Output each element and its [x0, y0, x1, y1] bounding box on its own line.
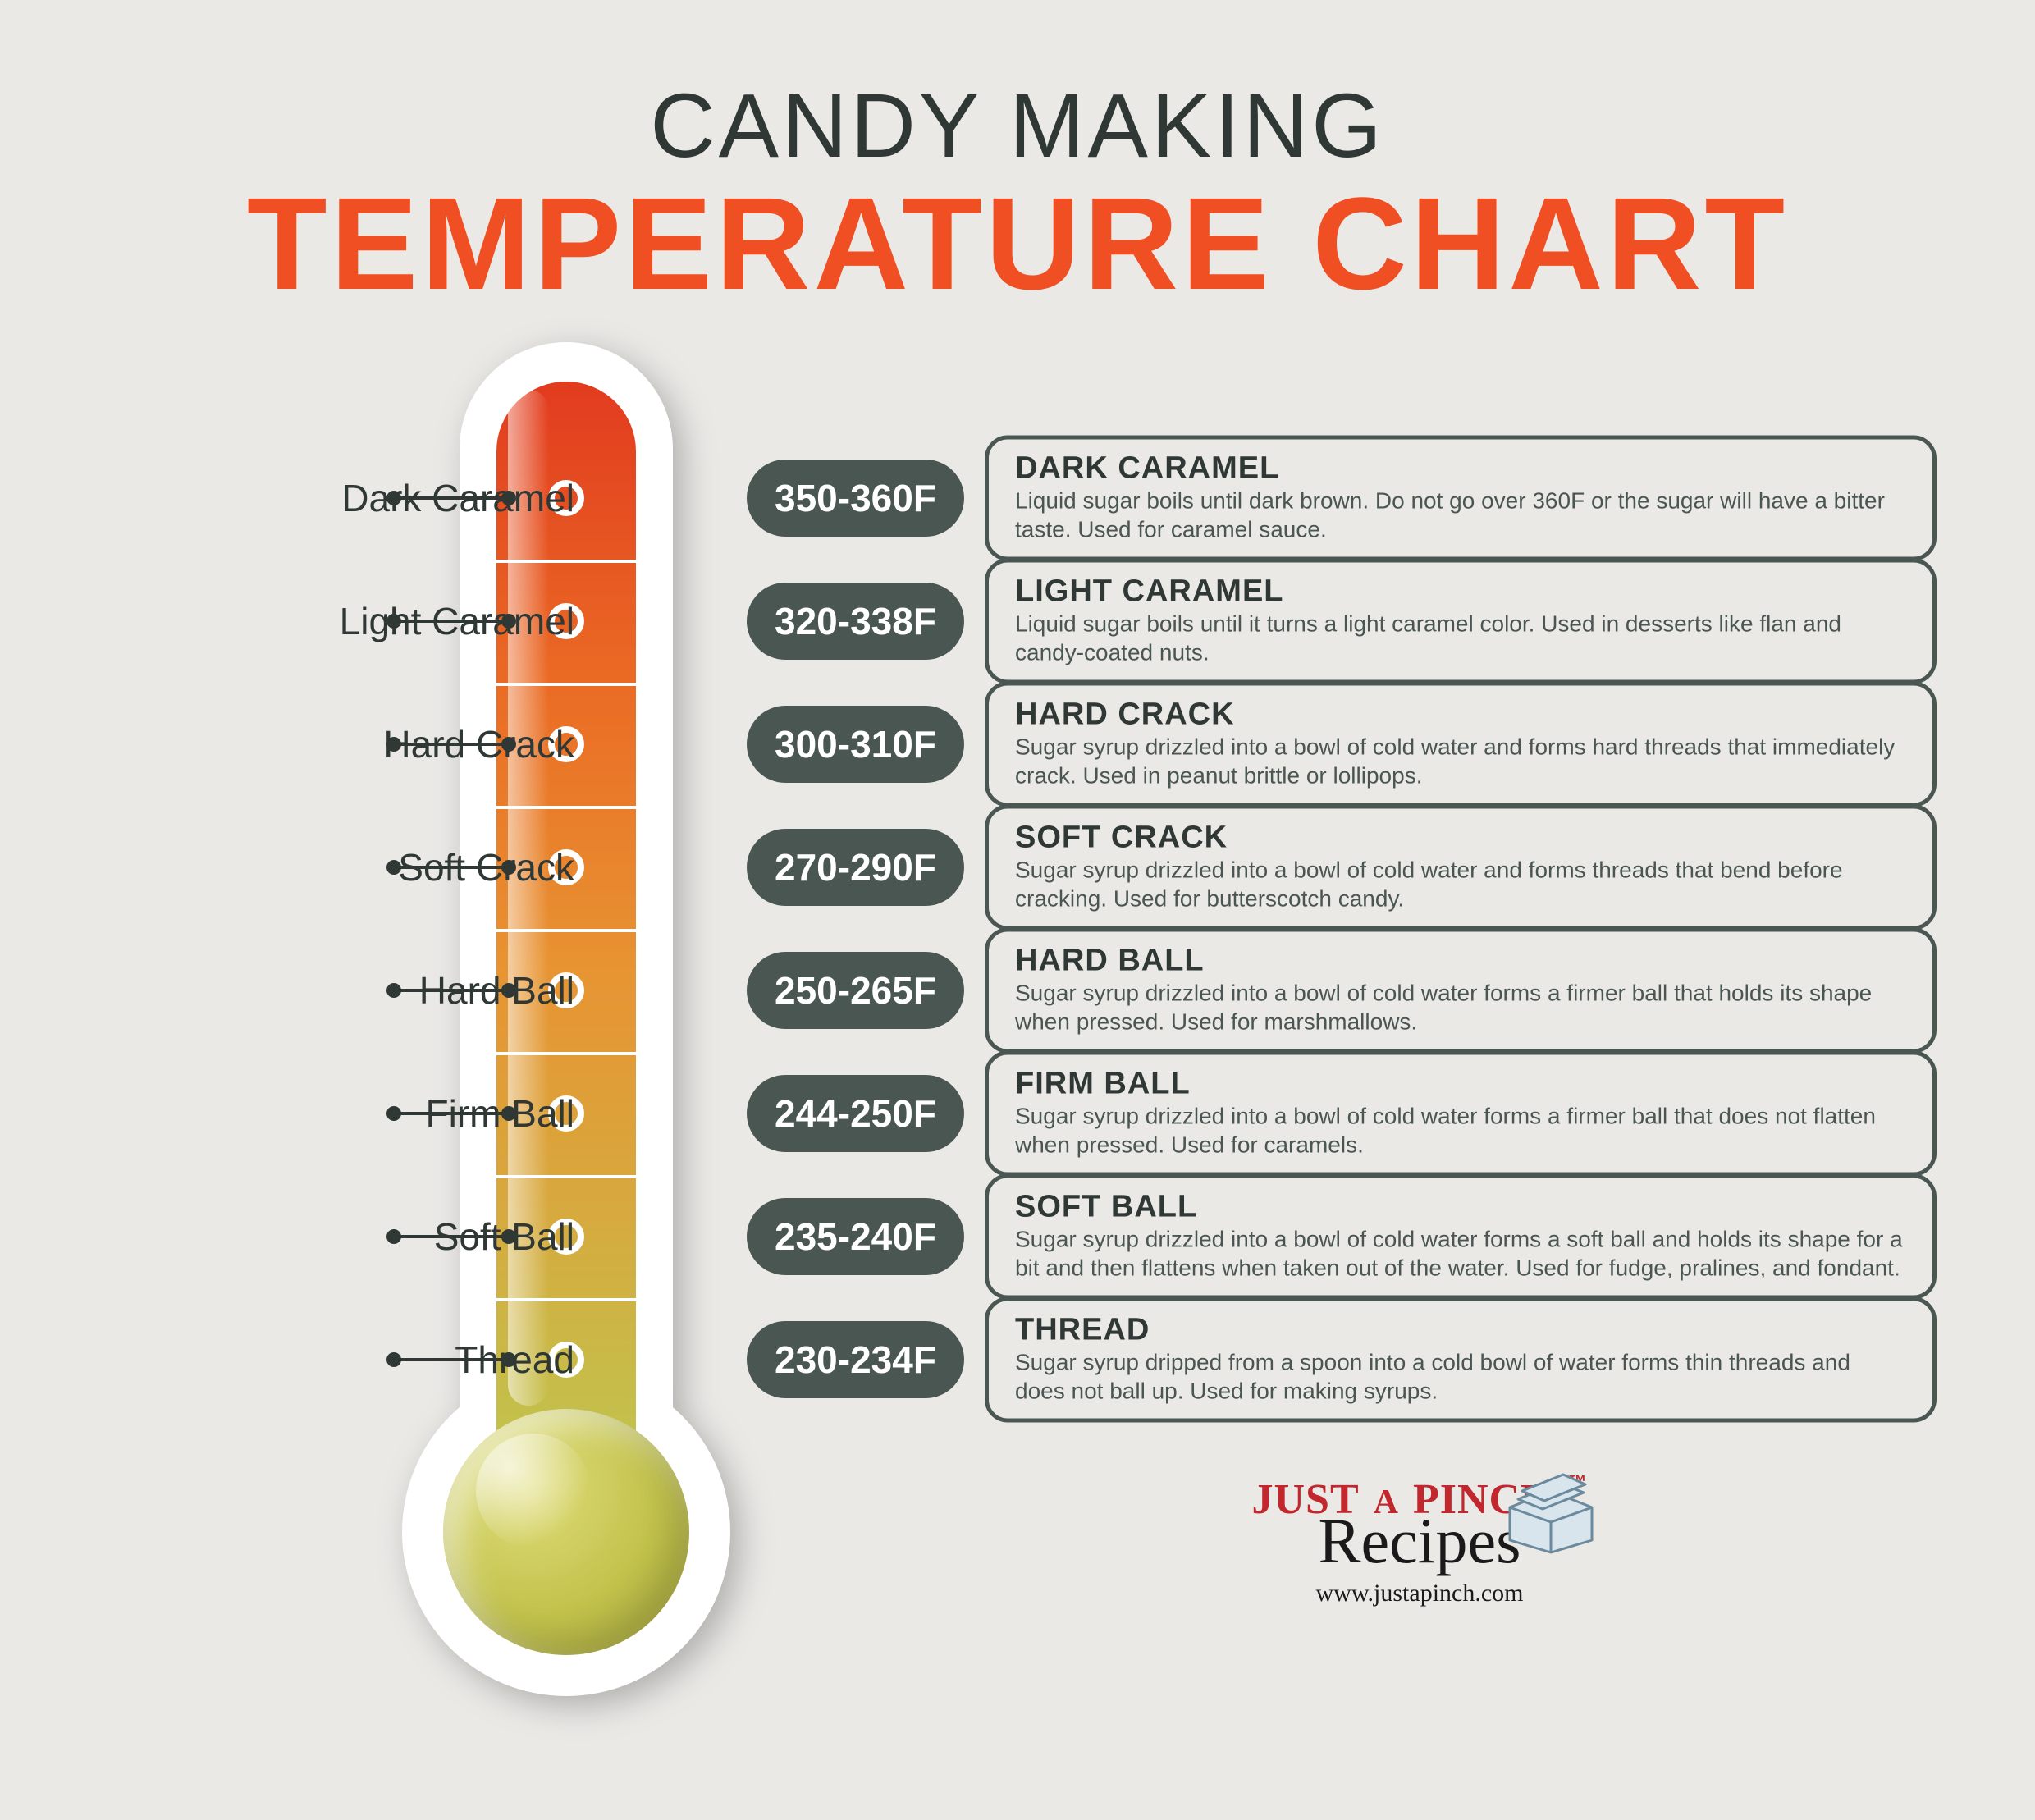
stage-description-text: Liquid sugar boils until it turns a ligh…: [1015, 610, 1906, 667]
stage-description-text: Liquid sugar boils until dark brown. Do …: [1015, 487, 1906, 544]
label-connector: [394, 866, 509, 869]
temperature-badge: 270-290F: [747, 829, 964, 906]
connector-dot: [386, 614, 401, 629]
label-connector: [394, 743, 509, 746]
stage-description-box: DARK CARAMELLiquid sugar boils until dar…: [985, 436, 1937, 561]
thermometer-tube: [496, 382, 636, 1440]
label-connector: [394, 1358, 509, 1361]
connector-dot: [501, 1352, 516, 1367]
thermometer: [418, 342, 714, 1696]
stage-divider: [496, 806, 636, 809]
stage-description-text: Sugar syrup drizzled into a bowl of cold…: [1015, 979, 1906, 1036]
connector-dot: [386, 1106, 401, 1121]
temperature-badge: 320-338F: [747, 583, 964, 660]
connector-dot: [501, 1106, 516, 1121]
title-line2: TEMPERATURE CHART: [66, 178, 1969, 309]
label-connector: [394, 1112, 509, 1115]
stage-divider: [496, 1175, 636, 1178]
temperature-badge: 235-240F: [747, 1198, 964, 1275]
stage-description-text: Sugar syrup drizzled into a bowl of cold…: [1015, 1225, 1906, 1283]
stage-divider: [496, 929, 636, 932]
stage-description-title: SOFT CRACK: [1015, 821, 1906, 856]
title-line1: CANDY MAKING: [66, 74, 1969, 178]
stage-description-title: FIRM BALL: [1015, 1067, 1906, 1102]
stage-description-box: HARD CRACKSugar syrup drizzled into a bo…: [985, 682, 1937, 807]
stage-description-text: Sugar syrup drizzled into a bowl of cold…: [1015, 733, 1906, 790]
stage-divider: [496, 1298, 636, 1301]
temperature-badge: 300-310F: [747, 706, 964, 783]
recipe-box-icon: [1493, 1458, 1608, 1557]
stage-description-title: SOFT BALL: [1015, 1190, 1906, 1225]
bulb-gloss: [476, 1434, 591, 1548]
title-block: CANDY MAKING TEMPERATURE CHART: [66, 74, 1969, 309]
stage-description-box: FIRM BALLSugar syrup drizzled into a bow…: [985, 1051, 1937, 1177]
stage-description-box: SOFT CRACKSugar syrup drizzled into a bo…: [985, 805, 1937, 931]
connector-dot: [386, 983, 401, 998]
stage-description-box: LIGHT CARAMELLiquid sugar boils until it…: [985, 559, 1937, 684]
connector-dot: [501, 614, 516, 629]
connector-dot: [501, 983, 516, 998]
temperature-badge: 350-360F: [747, 460, 964, 537]
thermometer-bulb: [443, 1409, 689, 1655]
label-connector: [394, 496, 509, 500]
stage-description-text: Sugar syrup drizzled into a bowl of cold…: [1015, 856, 1906, 913]
stage-description-box: THREADSugar syrup dripped from a spoon i…: [985, 1297, 1937, 1423]
stage-divider: [496, 560, 636, 563]
label-connector: [394, 989, 509, 992]
brand-logo: JUST A PINCH ™ Recipes www.justapinch.co…: [1214, 1475, 1625, 1607]
connector-dot: [501, 1229, 516, 1244]
page: CANDY MAKING TEMPERATURE CHART: [0, 0, 2035, 1820]
connector-dot: [501, 491, 516, 505]
stage-divider: [496, 683, 636, 686]
temperature-badge: 250-265F: [747, 952, 964, 1029]
temperature-badge: 230-234F: [747, 1321, 964, 1398]
label-connector: [394, 620, 509, 623]
chart-content: JUST A PINCH ™ Recipes www.justapinch.co…: [66, 342, 1969, 1737]
stage-description-text: Sugar syrup drizzled into a bowl of cold…: [1015, 1102, 1906, 1159]
connector-dot: [501, 860, 516, 875]
logo-url: www.justapinch.com: [1214, 1580, 1625, 1607]
stage-description-title: HARD BALL: [1015, 944, 1906, 979]
connector-dot: [386, 860, 401, 875]
connector-dot: [386, 737, 401, 752]
connector-dot: [386, 1229, 401, 1244]
stage-description-title: LIGHT CARAMEL: [1015, 574, 1906, 610]
stage-description-title: THREAD: [1015, 1313, 1906, 1348]
connector-dot: [386, 491, 401, 505]
connector-dot: [501, 737, 516, 752]
stage-description-text: Sugar syrup dripped from a spoon into a …: [1015, 1348, 1906, 1406]
label-connector: [394, 1235, 509, 1238]
connector-dot: [386, 1352, 401, 1367]
temperature-badge: 244-250F: [747, 1075, 964, 1152]
stage-description-title: HARD CRACK: [1015, 697, 1906, 733]
stage-divider: [496, 1052, 636, 1055]
stage-description-box: SOFT BALLSugar syrup drizzled into a bow…: [985, 1174, 1937, 1300]
stage-description-title: DARK CARAMEL: [1015, 451, 1906, 487]
stage-description-box: HARD BALLSugar syrup drizzled into a bow…: [985, 928, 1937, 1054]
